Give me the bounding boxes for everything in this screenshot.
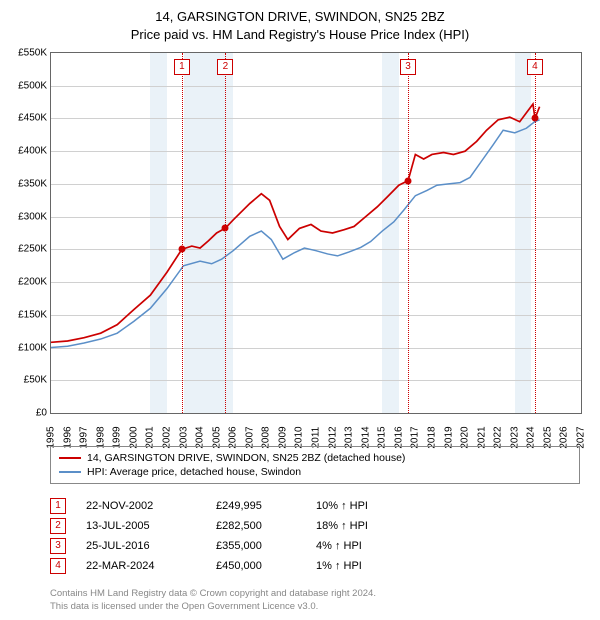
marker-line (535, 53, 536, 413)
marker-line (225, 53, 226, 413)
legend-item-hpi: HPI: Average price, detached house, Swin… (59, 465, 571, 479)
title-block: 14, GARSINGTON DRIVE, SWINDON, SN25 2BZ … (0, 0, 600, 44)
plot-area: £0£50K£100K£150K£200K£250K£300K£350K£400… (50, 52, 582, 414)
sale-row: 1 22-NOV-2002 £249,995 10% ↑ HPI (50, 496, 580, 516)
y-tick-label: £350K (3, 178, 47, 189)
legend-swatch-property (59, 457, 81, 459)
sale-price: £355,000 (216, 540, 296, 552)
sale-diff: 1% ↑ HPI (316, 560, 436, 572)
y-tick-label: £250K (3, 244, 47, 255)
chart-container: 14, GARSINGTON DRIVE, SWINDON, SN25 2BZ … (0, 0, 600, 620)
sale-badge: 3 (50, 538, 66, 554)
marker-dot (531, 115, 538, 122)
sale-row: 4 22-MAR-2024 £450,000 1% ↑ HPI (50, 556, 580, 576)
y-tick-label: £150K (3, 309, 47, 320)
line-layer (51, 53, 581, 413)
sales-table: 1 22-NOV-2002 £249,995 10% ↑ HPI 2 13-JUL-200… (50, 496, 580, 576)
marker-dot (178, 246, 185, 253)
y-tick-label: £550K (3, 48, 47, 59)
marker-dot (405, 177, 412, 184)
sale-price: £450,000 (216, 560, 296, 572)
marker-badge: 2 (217, 59, 233, 75)
sale-diff: 10% ↑ HPI (316, 500, 436, 512)
marker-dot (222, 225, 229, 232)
y-tick-label: £500K (3, 80, 47, 91)
y-tick-label: £300K (3, 211, 47, 222)
y-tick-label: £0 (3, 408, 47, 419)
footer-line1: Contains HM Land Registry data © Crown c… (50, 588, 580, 601)
footer-line2: This data is licensed under the Open Gov… (50, 601, 580, 614)
sale-row: 2 13-JUL-2005 £282,500 18% ↑ HPI (50, 516, 580, 536)
y-tick-label: £400K (3, 146, 47, 157)
title-line2: Price paid vs. HM Land Registry's House … (0, 26, 600, 44)
sale-badge: 1 (50, 498, 66, 514)
sale-badge: 2 (50, 518, 66, 534)
sale-date: 22-NOV-2002 (86, 500, 196, 512)
y-tick-label: £200K (3, 277, 47, 288)
sale-price: £282,500 (216, 520, 296, 532)
legend-item-property: 14, GARSINGTON DRIVE, SWINDON, SN25 2BZ … (59, 451, 571, 465)
title-line1: 14, GARSINGTON DRIVE, SWINDON, SN25 2BZ (0, 8, 600, 26)
legend: 14, GARSINGTON DRIVE, SWINDON, SN25 2BZ … (50, 446, 580, 484)
y-tick-label: £100K (3, 342, 47, 353)
sale-row: 3 25-JUL-2016 £355,000 4% ↑ HPI (50, 536, 580, 556)
legend-label-property: 14, GARSINGTON DRIVE, SWINDON, SN25 2BZ … (87, 452, 405, 464)
footer: Contains HM Land Registry data © Crown c… (50, 588, 580, 614)
y-tick-label: £50K (3, 375, 47, 386)
sale-diff: 18% ↑ HPI (316, 520, 436, 532)
sale-badge: 4 (50, 558, 66, 574)
sale-date: 22-MAR-2024 (86, 560, 196, 572)
marker-line (182, 53, 183, 413)
marker-badge: 1 (174, 59, 190, 75)
legend-swatch-hpi (59, 471, 81, 473)
marker-badge: 3 (400, 59, 416, 75)
y-tick-label: £450K (3, 113, 47, 124)
marker-line (408, 53, 409, 413)
marker-badge: 4 (527, 59, 543, 75)
legend-label-hpi: HPI: Average price, detached house, Swin… (87, 466, 301, 478)
sale-diff: 4% ↑ HPI (316, 540, 436, 552)
sale-price: £249,995 (216, 500, 296, 512)
sale-date: 25-JUL-2016 (86, 540, 196, 552)
sale-date: 13-JUL-2005 (86, 520, 196, 532)
